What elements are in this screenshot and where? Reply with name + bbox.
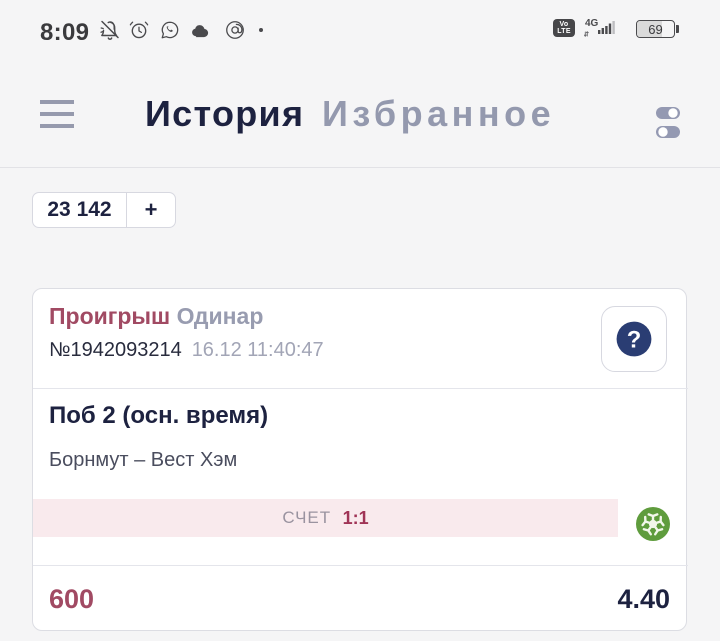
svg-text:?: ? xyxy=(627,326,642,353)
